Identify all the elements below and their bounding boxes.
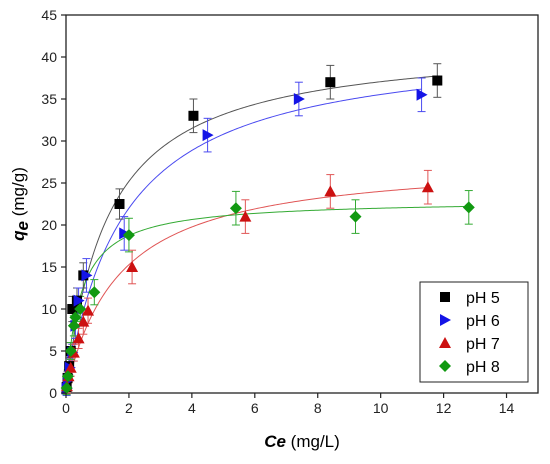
y-tick-label: 15	[41, 259, 57, 275]
legend-marker-ph-7	[439, 337, 451, 348]
legend-label-ph-5: pH 5	[466, 290, 500, 307]
legend-item-ph-6: pH 6	[440, 313, 500, 330]
ph-8-point	[67, 319, 80, 332]
y-tick-label: 45	[41, 7, 57, 23]
ph-8-point	[60, 381, 73, 394]
y-axis-ticks: 0 5 10 15 20 25 30 35 40 45	[41, 7, 66, 401]
x-tick-label: 2	[125, 400, 133, 416]
ph-8-point	[61, 370, 74, 383]
y-axis-unit: (mg/g)	[9, 167, 28, 221]
ph-6-point	[202, 129, 214, 142]
ph-8-point	[349, 210, 362, 223]
y-tick-label: 5	[49, 343, 57, 359]
ph-5-fit-curve	[65, 75, 438, 394]
legend-marker-ph-8	[439, 360, 451, 372]
ph-6-point	[416, 88, 428, 101]
ph-5-point	[114, 199, 125, 209]
ph-6-point	[73, 294, 85, 307]
y-tick-label: 30	[41, 133, 57, 149]
legend: pH 5 pH 6 pH 7 pH 8	[419, 281, 529, 383]
y-axis-symbol: q	[9, 230, 28, 241]
ph-7-point	[64, 361, 77, 373]
ph-5-point	[432, 75, 443, 86]
ph-8-point	[74, 303, 87, 315]
error-bars	[62, 63, 473, 397]
ph-5-point	[67, 304, 78, 314]
data-markers	[60, 75, 475, 395]
ph-6-point	[293, 93, 305, 105]
legend-label-ph-8: pH 8	[466, 359, 500, 376]
ph-7-point	[82, 304, 95, 316]
ph-5-point	[188, 110, 199, 121]
ph-7-fit-curve	[65, 187, 428, 394]
y-tick-label: 35	[41, 91, 57, 107]
ph-8-point	[69, 311, 82, 324]
ph-8-point	[88, 286, 101, 299]
y-tick-label: 10	[41, 301, 57, 317]
x-tick-label: 8	[314, 400, 322, 416]
x-tick-label: 12	[436, 400, 452, 416]
ph-7-point	[126, 261, 139, 272]
ph-8-point	[229, 202, 242, 215]
legend-item-ph-7: pH 7	[439, 336, 500, 353]
x-tick-label: 6	[251, 400, 259, 416]
legend-item-ph-5: pH 5	[440, 290, 500, 307]
y-tick-label: 25	[41, 175, 57, 191]
x-axis-symbol: Ce	[264, 432, 286, 451]
y-axis-subscript: e	[13, 221, 32, 230]
x-tick-label: 4	[188, 400, 196, 416]
ph-7-point	[324, 185, 337, 197]
ph-5-point	[325, 77, 336, 88]
ph-6-fit-curve	[65, 88, 422, 394]
x-axis-ticks: 0 2 4 6 8 10 12 14	[62, 393, 515, 416]
y-tick-label: 20	[41, 217, 57, 233]
legend-label-ph-6: pH 6	[466, 313, 500, 330]
ph-7-point	[239, 210, 252, 222]
y-axis-label: qe (mg/g)	[9, 167, 32, 241]
legend-marker-ph-6	[440, 314, 451, 326]
x-tick-label: 10	[373, 400, 389, 416]
legend-item-ph-8: pH 8	[439, 359, 500, 376]
legend-marker-ph-5	[440, 292, 450, 302]
x-tick-label: 0	[62, 400, 70, 416]
ph-7-point	[421, 181, 434, 193]
ph-6-point	[81, 269, 93, 282]
y-tick-label: 40	[41, 49, 57, 65]
y-tick-label: 0	[49, 385, 57, 401]
ph-8-point	[64, 345, 77, 357]
ph-8-point	[122, 229, 135, 242]
ph-8-point	[462, 201, 475, 214]
legend-label-ph-7: pH 7	[466, 336, 500, 353]
plot-frame	[65, 14, 539, 394]
x-tick-label: 14	[499, 400, 515, 416]
legend-box	[419, 281, 529, 383]
x-axis-unit: (mg/L)	[286, 432, 340, 451]
ph-7-point	[72, 332, 85, 344]
x-axis-label: Ce (mg/L)	[264, 432, 340, 451]
ph-7-point	[77, 315, 90, 327]
